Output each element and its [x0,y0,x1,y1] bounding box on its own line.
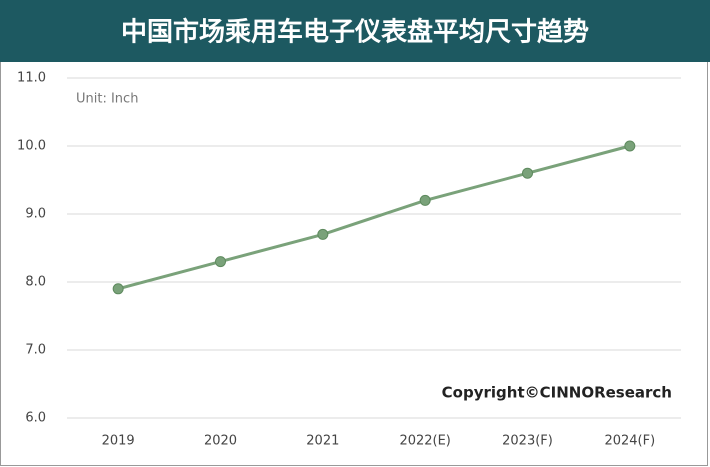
y-tick-label: 11.0 [17,71,46,86]
y-tick-label: 9.0 [25,207,46,222]
x-tick-label: 2020 [204,434,237,449]
point-marker [624,140,636,152]
x-tick-label: 2022(E) [399,434,450,449]
point-marker [317,228,329,240]
unit-note: Unit: Inch [76,92,138,107]
point-marker [215,256,226,268]
x-tick-label: 2021 [306,434,339,449]
x-tick-label: 2023(F) [502,434,553,449]
y-tick-label: 8.0 [25,275,46,290]
chart-title: 中国市场乘用车电子仪表盘平均尺寸趋势 [121,17,589,48]
point-marker [419,194,431,206]
series-line [117,144,631,291]
header-bar [0,0,710,62]
x-tick-label: 2019 [102,434,135,449]
y-tick-label: 7.0 [25,343,46,358]
copyright-note: Copyright©CINNOResearch [442,384,672,402]
x-tick-label: 2024(F) [604,434,655,449]
point-marker [112,283,124,295]
point-marker [522,167,533,179]
y-tick-label: 6.0 [25,411,46,426]
y-tick-label: 10.0 [17,139,46,154]
